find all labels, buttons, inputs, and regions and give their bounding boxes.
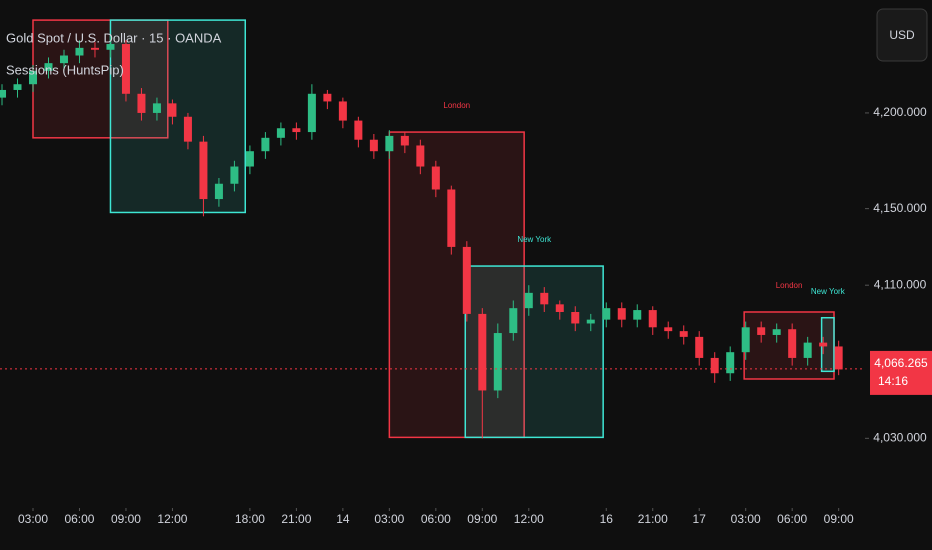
x-tick-label: 16 [600,512,614,526]
session-label: New York [811,287,846,296]
x-tick-label: 03:00 [374,512,404,526]
candle-body [59,55,68,64]
session-label: New York [517,235,552,244]
x-tick-label: 03:00 [18,512,48,526]
candle-body [230,166,239,184]
candle-body [369,139,378,152]
x-tick-label: 18:00 [235,512,265,526]
candle-body [106,44,115,50]
candle-body [75,47,84,56]
candle-body [385,135,394,152]
candle-body [819,342,828,347]
x-tick-label: 06:00 [421,512,451,526]
candle-body [757,327,766,335]
session-label: London [776,281,803,290]
x-tick-label: 03:00 [731,512,761,526]
candle-body [602,308,611,320]
x-tick-label: 09:00 [824,512,854,526]
x-tick-label: 09:00 [467,512,497,526]
candle-body [617,308,626,320]
candle-body [431,166,440,190]
candle-body [462,246,471,314]
candle-body [524,292,533,309]
candle-body [695,336,704,358]
candle-body [152,103,161,113]
y-tick-label: 4,110.000 [874,277,927,291]
candle-body [726,352,735,374]
candle-body [633,310,642,320]
candle-body [44,63,53,71]
x-tick-label: 17 [693,512,707,526]
candle-body [354,120,363,140]
candle-body [183,116,192,142]
chart-title: Gold Spot / U.S. Dollar · 15 · OANDA [6,30,222,45]
candle-body [664,327,673,332]
candle-body [586,319,595,324]
last-price-label: 4,066.265 [874,356,928,370]
candle-body [710,357,719,374]
x-tick-label: 12:00 [514,512,544,526]
currency-button[interactable] [876,8,928,62]
candle-body [571,311,580,324]
y-tick-label: 4,030.000 [873,430,927,444]
candle-body [741,327,750,353]
candle-body [137,93,146,113]
x-tick-label: 12:00 [157,512,187,526]
candle-body [788,329,797,358]
y-tick-label: 4,200.000 [873,105,927,119]
currency-button-label[interactable]: USD [889,28,915,42]
candle-body [509,308,518,334]
last-price-tag [870,350,932,395]
x-tick-label: 06:00 [64,512,94,526]
candle-body [0,89,7,98]
session-box [32,19,169,139]
countdown-label: 14:16 [878,374,908,388]
candle-body [555,304,564,312]
candle-body [13,84,22,90]
x-tick-label: 06:00 [777,512,807,526]
session-box [109,19,247,214]
candle-body [400,135,409,146]
session-label: London [443,101,470,110]
candle-body [493,333,502,391]
candle-body [338,101,347,121]
x-tick-label: 14 [336,512,350,526]
candle-body [199,141,208,200]
x-tick-label: 21:00 [281,512,311,526]
candle-body [245,151,254,167]
candle-body [679,331,688,337]
x-tick-label: 21:00 [638,512,668,526]
indicator-label: Sessions (HuntsPip) [6,62,124,77]
candle-body [803,342,812,358]
candle-body [168,103,177,117]
candle-body [292,128,301,133]
candle-body [540,292,549,305]
candle-body [447,189,456,247]
candle-body [416,145,425,167]
candle-body [261,137,270,152]
candle-body [214,183,223,200]
candle-body [307,93,316,133]
candle-body [834,346,843,370]
candle-body [323,93,332,102]
candle-body [29,70,38,85]
x-tick-label: 09:00 [111,512,141,526]
candle-body [121,44,130,94]
candle-body [478,313,487,391]
candle-body [276,128,285,138]
y-tick-label: 4,150.000 [873,201,927,215]
candle-body [90,47,99,50]
candle-body [648,310,657,328]
session-box [464,265,604,439]
candle-body [772,329,781,335]
